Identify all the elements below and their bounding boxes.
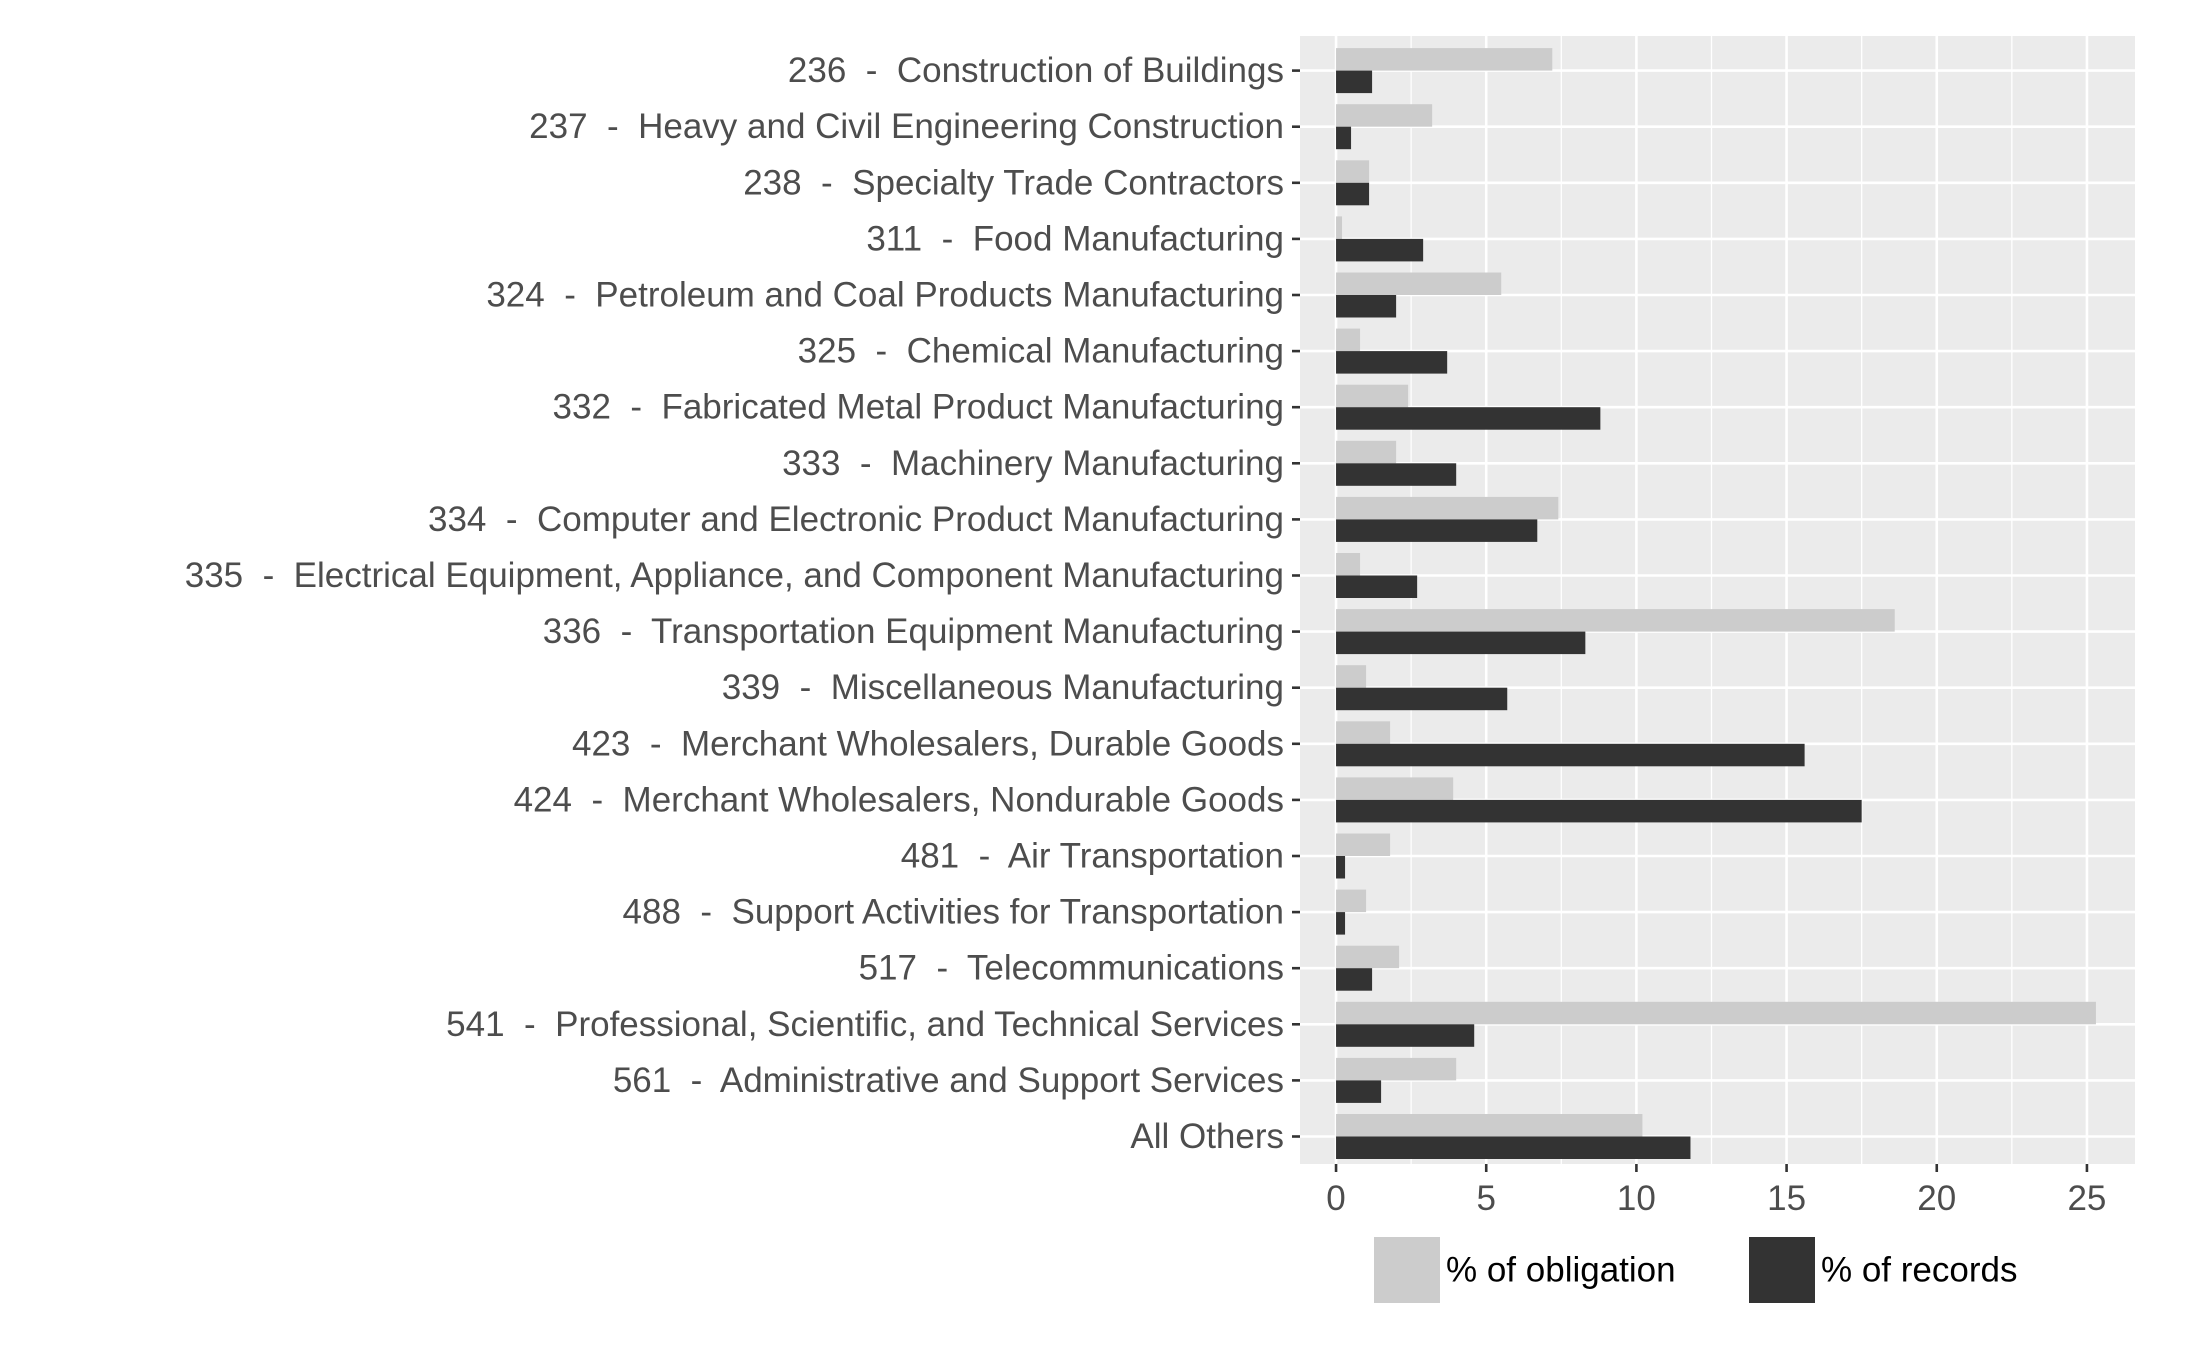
y-tick-label: 336 - Transportation Equipment Manufactu… bbox=[543, 612, 1284, 651]
bar-records bbox=[1336, 407, 1601, 430]
bar-records bbox=[1336, 519, 1538, 542]
x-tick-label: 5 bbox=[1476, 1179, 1495, 1218]
y-tick-label: 311 - Food Manufacturing bbox=[866, 219, 1284, 258]
bar-obligation bbox=[1336, 440, 1397, 464]
plot-panel bbox=[1300, 36, 2135, 1164]
bar-records bbox=[1336, 968, 1373, 991]
bar-records bbox=[1336, 126, 1352, 150]
bar-records bbox=[1336, 743, 1805, 767]
bar-obligation bbox=[1336, 160, 1370, 183]
x-tick-label: 20 bbox=[1917, 1179, 1956, 1218]
y-tick-label: 333 - Machinery Manufacturing bbox=[782, 444, 1284, 483]
legend-key-records bbox=[1749, 1237, 1815, 1303]
y-tick-label: 488 - Support Activities for Transportat… bbox=[623, 893, 1284, 932]
bars bbox=[1336, 48, 2096, 1159]
y-tick-label: All Others bbox=[1130, 1117, 1284, 1156]
bar-obligation bbox=[1336, 833, 1391, 856]
y-tick-label: 561 - Administrative and Support Service… bbox=[613, 1061, 1284, 1100]
bar-obligation bbox=[1336, 1001, 2096, 1025]
bar-obligation bbox=[1336, 104, 1433, 127]
bar-obligation bbox=[1336, 665, 1367, 688]
legend-label: % of obligation bbox=[1446, 1251, 1676, 1290]
y-tick-label: 517 - Telecommunications bbox=[859, 949, 1284, 988]
legend-key-obligation bbox=[1374, 1237, 1440, 1303]
bar-obligation bbox=[1336, 48, 1553, 71]
bar-records bbox=[1336, 1136, 1691, 1159]
bar-obligation bbox=[1336, 609, 1895, 632]
x-tick-label: 25 bbox=[2067, 1179, 2106, 1218]
bar-obligation bbox=[1336, 777, 1454, 800]
grid-minor bbox=[1410, 36, 2013, 1164]
bar-obligation bbox=[1336, 889, 1367, 913]
y-tick-label: 481 - Air Transportation bbox=[901, 837, 1284, 876]
y-tick-label: 324 - Petroleum and Coal Products Manufa… bbox=[486, 276, 1284, 315]
y-tick-label: 236 - Construction of Buildings bbox=[788, 51, 1284, 90]
y-tick-label: 237 - Heavy and Civil Engineering Constr… bbox=[529, 107, 1284, 146]
y-tick-label: 424 - Merchant Wholesalers, Nondurable G… bbox=[514, 780, 1284, 819]
bar-records bbox=[1336, 351, 1448, 374]
legend-label: % of records bbox=[1821, 1251, 2017, 1290]
bar-records bbox=[1336, 575, 1418, 598]
bar-records bbox=[1336, 295, 1397, 318]
bar-records bbox=[1336, 687, 1508, 711]
x-tick-label: 0 bbox=[1326, 1179, 1345, 1218]
y-tick-label: 423 - Merchant Wholesalers, Durable Good… bbox=[572, 724, 1284, 763]
x-tick-label: 15 bbox=[1767, 1179, 1806, 1218]
bar-records bbox=[1336, 912, 1346, 935]
bar-records bbox=[1336, 856, 1346, 879]
y-tick-label: 339 - Miscellaneous Manufacturing bbox=[722, 668, 1284, 707]
x-axis: 0 5 10 15 20 25 bbox=[1326, 1164, 2106, 1218]
bar-obligation bbox=[1336, 328, 1361, 352]
bar-records bbox=[1336, 799, 1862, 823]
bar-obligation bbox=[1336, 945, 1400, 969]
bar-obligation bbox=[1336, 721, 1391, 744]
bar-records bbox=[1336, 631, 1586, 655]
bar-obligation bbox=[1336, 216, 1343, 239]
bar-obligation bbox=[1336, 1114, 1643, 1137]
y-tick-label: 238 - Specialty Trade Contractors bbox=[743, 163, 1284, 202]
x-tick-label: 10 bbox=[1617, 1179, 1656, 1218]
bar-obligation bbox=[1336, 272, 1502, 295]
bar-records bbox=[1336, 463, 1457, 486]
bar-obligation bbox=[1336, 1057, 1457, 1081]
bar-records bbox=[1336, 1024, 1475, 1047]
y-axis: 236 - Construction of Buildings 237 - Hea… bbox=[185, 51, 1300, 1156]
bar-obligation bbox=[1336, 496, 1559, 520]
bar-obligation bbox=[1336, 384, 1409, 408]
bar-obligation bbox=[1336, 553, 1361, 576]
y-tick-label: 325 - Chemical Manufacturing bbox=[798, 332, 1284, 371]
y-tick-label: 334 - Computer and Electronic Product Ma… bbox=[428, 500, 1284, 539]
y-tick-label: 332 - Fabricated Metal Product Manufactu… bbox=[553, 388, 1284, 427]
y-tick-label: 335 - Electrical Equipment, Appliance, a… bbox=[185, 556, 1284, 595]
legend: % of obligation % of records bbox=[1374, 1237, 2017, 1303]
bar-records bbox=[1336, 182, 1370, 206]
y-tick-label: 541 - Professional, Scientific, and Tech… bbox=[446, 1005, 1284, 1044]
bar-records bbox=[1336, 1080, 1382, 1103]
bar-records bbox=[1336, 70, 1373, 94]
bar-records bbox=[1336, 238, 1424, 262]
